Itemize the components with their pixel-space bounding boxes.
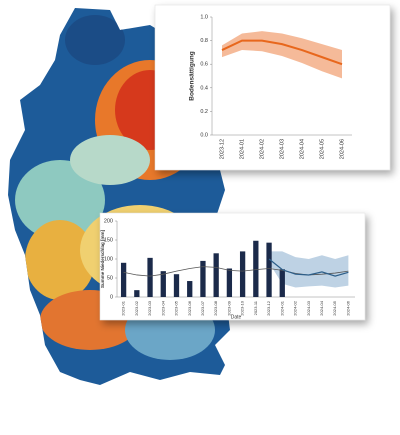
panel — [154, 4, 391, 171]
y-tick-label: 50 — [107, 275, 113, 281]
bar — [239, 251, 246, 297]
x-tick-label: 2024-02 — [259, 139, 265, 159]
uncertainty-band — [222, 31, 342, 79]
x-tick-label: 2024-06 — [339, 139, 345, 159]
x-tick-label: 2024-01 — [239, 139, 245, 159]
rain-chart: 0 50 100 150 200 2023-01 2023-02 2023-03 2023-04… — [99, 212, 366, 321]
y-tick-label: 0.6 — [200, 62, 208, 68]
x-tick-label: 2024-03 — [279, 139, 285, 159]
x-tick-label: 2024-05 — [319, 139, 325, 159]
x-tick-label: 2023-02 — [134, 300, 139, 315]
bar — [147, 257, 153, 297]
x-tick-label: 2023-05 — [174, 300, 179, 315]
x-tick-label: 2024-06 — [345, 300, 350, 315]
y-tick-label: 0.4 — [200, 85, 208, 91]
y-tick-label: 0.2 — [200, 109, 208, 115]
x-tick-label: 2024-02 — [293, 300, 298, 315]
x-tick-label: 2023-03 — [147, 300, 152, 315]
bar — [253, 240, 259, 297]
bar — [134, 290, 140, 297]
y-tick-label: 1.0 — [200, 14, 208, 20]
bar — [187, 281, 193, 297]
y-tick-label: 0 — [110, 294, 113, 300]
x-tick-label: 2023-12 — [266, 300, 271, 315]
x-tick-label: 2023-04 — [160, 300, 165, 315]
y-axis-label: Bodensättigung — [189, 51, 196, 100]
x-tick-label: 2023-07 — [200, 300, 205, 315]
y-tick-label: 100 — [104, 256, 113, 262]
x-axis-label: Date — [231, 314, 242, 320]
median-line — [221, 39, 343, 66]
x-tick-label: 2023-12 — [219, 139, 225, 159]
x-tick-label: 2024-04 — [319, 300, 324, 315]
bar — [173, 274, 180, 297]
x-tick-label: 2023-10 — [240, 300, 245, 315]
soil-chart: 0.0 0.2 0.4 0.6 0.8 1.0 2023-12 2024-01 2024-02 2… — [154, 4, 391, 171]
forecast-line — [268, 258, 349, 277]
y-axis-label: Summe Niederschlag [mm] — [100, 229, 105, 288]
bar — [200, 260, 206, 297]
x-tick-label: 2024-03 — [306, 300, 311, 315]
bar — [266, 242, 272, 297]
x-tick-label: 2024-04 — [299, 139, 305, 159]
bar — [213, 253, 219, 297]
x-tick-label: 2024-01 — [279, 300, 284, 315]
x-tick-label: 2023-08 — [213, 300, 218, 315]
y-tick-label: 0.8 — [200, 38, 208, 44]
x-tick-label: 2023-01 — [121, 300, 126, 315]
x-tick-label: 2024-05 — [332, 300, 337, 315]
y-tick-label: 150 — [104, 237, 113, 243]
bar — [279, 269, 285, 297]
bar — [226, 268, 233, 297]
bar — [120, 262, 127, 297]
uncertainty-band — [269, 251, 349, 288]
y-tick-label: 0.0 — [200, 132, 208, 138]
x-tick-label: 2023-06 — [187, 300, 192, 315]
x-tick-label: 2023-09 — [226, 300, 231, 315]
x-tick-label: 2023-11 — [253, 300, 258, 315]
bar — [160, 271, 166, 297]
y-tick-label: 200 — [104, 218, 113, 224]
panel — [99, 212, 366, 321]
